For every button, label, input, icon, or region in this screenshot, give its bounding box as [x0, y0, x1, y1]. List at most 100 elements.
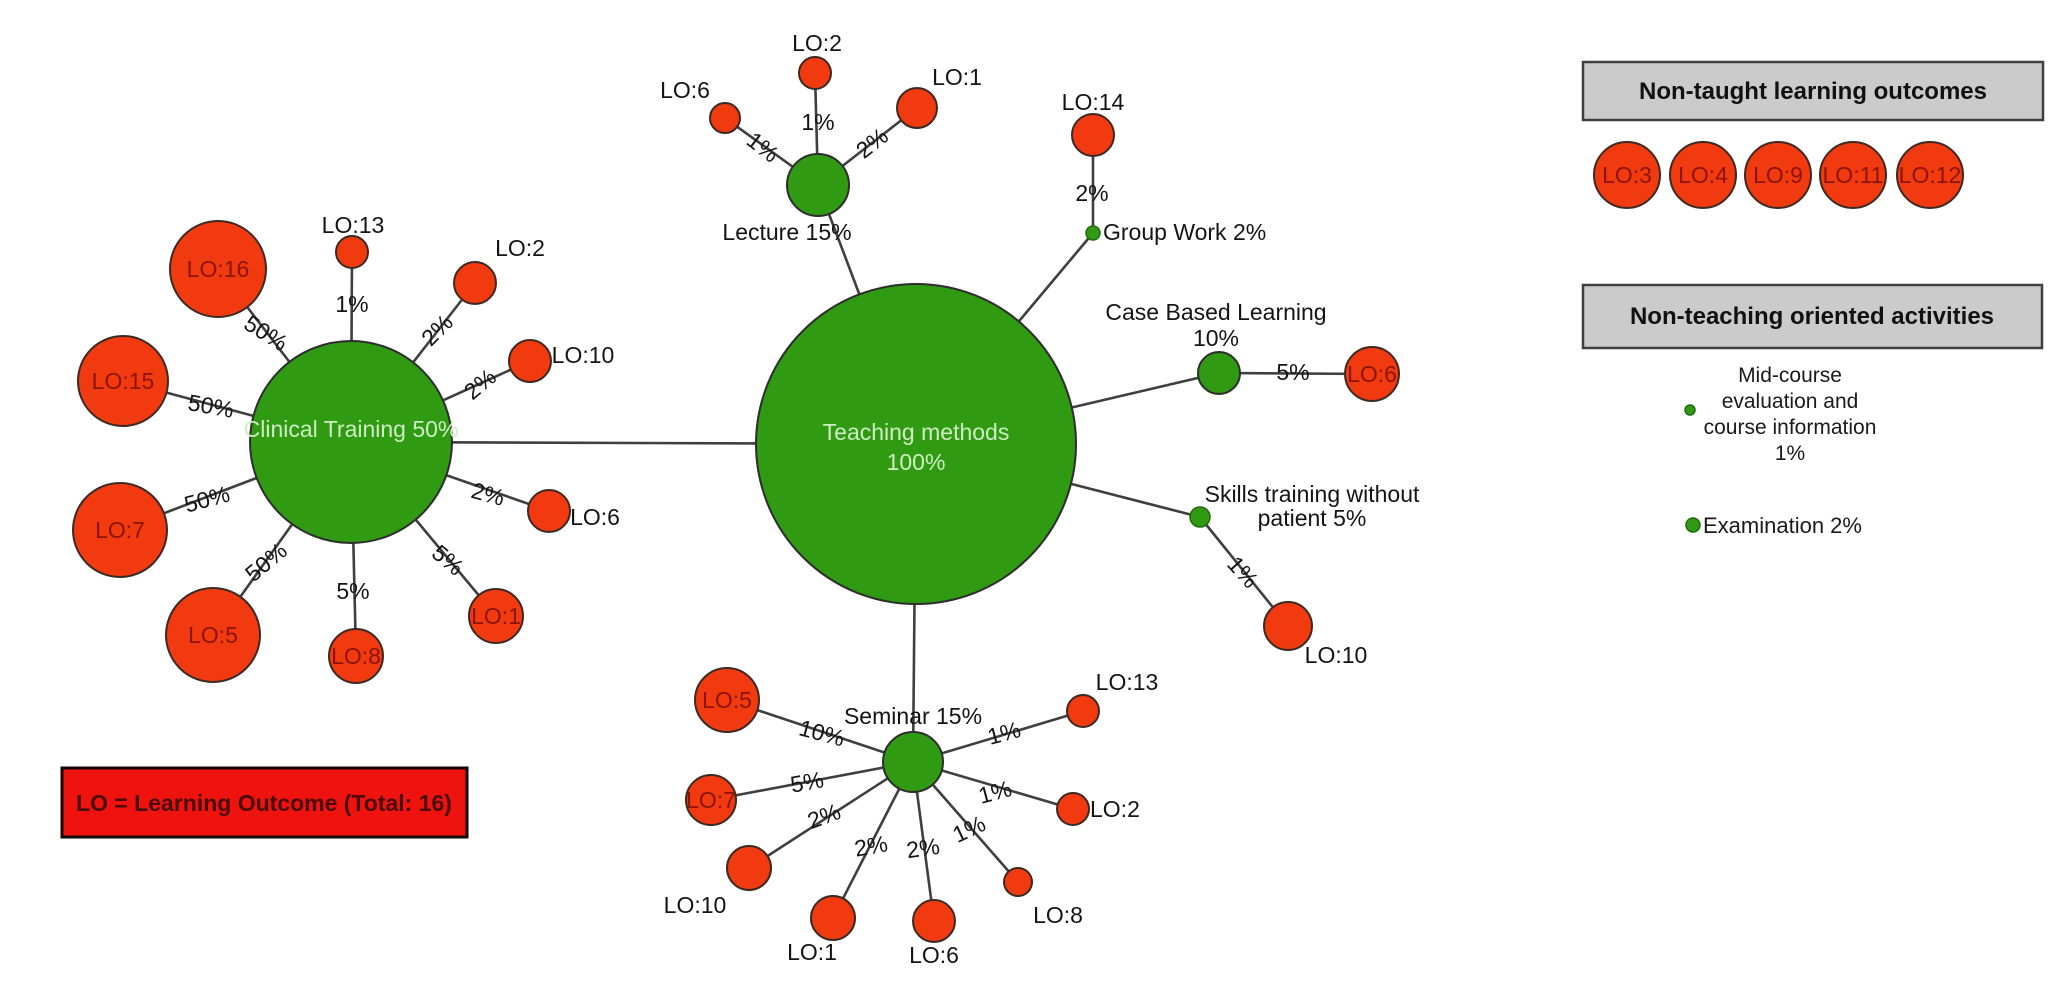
node-mid-course-dot [1684, 404, 1696, 416]
node-lecture-lo1 [896, 87, 938, 129]
node-groupwork-lo14 [1071, 113, 1115, 157]
node-seminar-lo10 [726, 845, 772, 891]
label-seminar-lo2: LO:2 [1090, 796, 1140, 822]
node-seminar-lo2 [1056, 792, 1090, 826]
label-nontaught-lo4: LO:4 [1678, 162, 1728, 188]
node-lecture-lo2 [798, 56, 832, 90]
weight-lecture-lo6: 1% [742, 127, 784, 168]
node-clinical-lo5 [165, 587, 261, 683]
group-work-label: Group Work 2% [1103, 219, 1266, 245]
node-skills-lo10 [1263, 601, 1313, 651]
skills-label-line2: patient 5% [1258, 505, 1367, 531]
label-nontaught-lo3: LO:3 [1602, 162, 1652, 188]
node-case-based-learning [1197, 351, 1241, 395]
weight-seminar-lo6: 2% [905, 833, 942, 863]
weight-clinical-lo7: 50% [181, 480, 232, 517]
node-casebased-lo6 [1344, 346, 1400, 402]
label-casebased-lo6: LO:6 [1347, 361, 1397, 387]
node-clinical-lo13 [335, 235, 369, 269]
weight-groupwork-lo14: 2% [1075, 180, 1108, 206]
label-seminar-lo6: LO:6 [909, 942, 959, 968]
weight-seminar-lo1: 2% [852, 830, 889, 861]
label-nontaught-lo12: LO:12 [1899, 162, 1962, 188]
node-clinical-lo7 [72, 482, 168, 578]
lecture-label: Lecture 15% [722, 219, 851, 245]
node-clinical-lo6 [527, 489, 571, 533]
weight-clinical-lo2: 2% [416, 309, 458, 351]
weight-seminar-lo5: 10% [796, 714, 847, 751]
mid-course-line4: 1% [1775, 442, 1805, 465]
node-clinical-lo15 [77, 335, 169, 427]
weight-seminar-lo13: 1% [985, 716, 1024, 750]
node-lecture-lo6 [709, 102, 741, 134]
weight-seminar-lo2: 1% [976, 775, 1015, 809]
weight-clinical-lo6: 2% [469, 477, 508, 511]
weight-clinical-lo13: 1% [335, 291, 368, 317]
skills-label-line1: Skills training without [1205, 481, 1420, 507]
label-seminar-lo8: LO:8 [1033, 902, 1083, 928]
label-clinical-lo5: LO:5 [188, 622, 238, 648]
legend-box [60, 766, 469, 839]
label-clinical-lo7: LO:7 [95, 517, 145, 543]
weight-lecture-lo1: 2% [851, 123, 893, 164]
node-nontaught-lo4 [1669, 141, 1737, 209]
node-seminar-lo1 [810, 895, 856, 941]
weight-casebased-lo6: 5% [1276, 359, 1309, 385]
node-seminar-lo8 [1003, 867, 1033, 897]
edge-seminar-lo10 [748, 760, 914, 870]
node-skills-training [1189, 506, 1211, 528]
node-nontaught-lo12 [1896, 141, 1964, 209]
case-based-label-line2: 10% [1193, 325, 1239, 351]
non-taught-title: Non-taught learning outcomes [1639, 78, 1987, 105]
label-clinical-lo8: LO:8 [331, 643, 381, 669]
edge-seminar-lo7 [710, 760, 914, 802]
node-group-work [1085, 225, 1101, 241]
label-seminar-lo1: LO:1 [787, 939, 837, 965]
label-clinical-lo10: LO:10 [552, 342, 615, 368]
node-seminar-lo5 [694, 667, 760, 733]
label-skills-lo10: LO:10 [1305, 642, 1368, 668]
label-clinical-lo15: LO:15 [92, 368, 155, 394]
node-examination-dot [1685, 517, 1701, 533]
label-seminar-lo5: LO:5 [702, 687, 752, 713]
label-clinical-lo2: LO:2 [495, 235, 545, 261]
weight-lecture-lo2: 1% [801, 109, 834, 135]
node-clinical-lo2 [453, 261, 497, 305]
label-lecture-lo2: LO:2 [792, 30, 842, 56]
node-seminar-lo7 [685, 774, 737, 826]
node-clinical-training [249, 340, 453, 544]
weight-seminar-lo10: 2% [804, 798, 844, 834]
teaching-methods-label-line2: 100% [887, 449, 946, 475]
weight-clinical-lo10: 2% [459, 363, 501, 404]
node-clinical-lo8 [328, 628, 384, 684]
label-seminar-lo13: LO:13 [1096, 669, 1159, 695]
label-groupwork-lo14: LO:14 [1062, 89, 1125, 115]
non-taught-title-box [1581, 60, 2045, 122]
node-nontaught-lo3 [1593, 141, 1661, 209]
node-seminar-lo6 [912, 899, 956, 943]
label-seminar-lo10: LO:10 [664, 892, 727, 918]
clinical-training-label: Clinical Training 50% [244, 416, 459, 442]
teaching-methods-label-line1: Teaching methods [823, 419, 1010, 445]
node-nontaught-lo9 [1744, 141, 1812, 209]
label-clinical-lo6: LO:6 [570, 504, 620, 530]
label-nontaught-lo11: LO:11 [1823, 162, 1884, 188]
mid-course-line2: evaluation and [1722, 390, 1859, 413]
node-clinical-lo16 [169, 220, 267, 318]
weight-clinical-lo8: 5% [336, 578, 369, 604]
label-seminar-lo7: LO:7 [686, 787, 736, 813]
node-lecture [786, 153, 850, 217]
label-clinical-lo16: LO:16 [187, 256, 250, 282]
label-lecture-lo1: LO:1 [932, 64, 982, 90]
seminar-label: Seminar 15% [844, 703, 982, 729]
label-nontaught-lo9: LO:9 [1753, 162, 1803, 188]
node-nontaught-lo11 [1819, 141, 1887, 209]
label-clinical-lo13: LO:13 [322, 212, 385, 238]
node-seminar [882, 731, 944, 793]
node-seminar-lo13 [1066, 694, 1100, 728]
node-teaching-methods [755, 283, 1077, 605]
legend-label: LO = Learning Outcome (Total: 16) [76, 790, 452, 816]
mid-course-line3: course information [1704, 416, 1877, 439]
